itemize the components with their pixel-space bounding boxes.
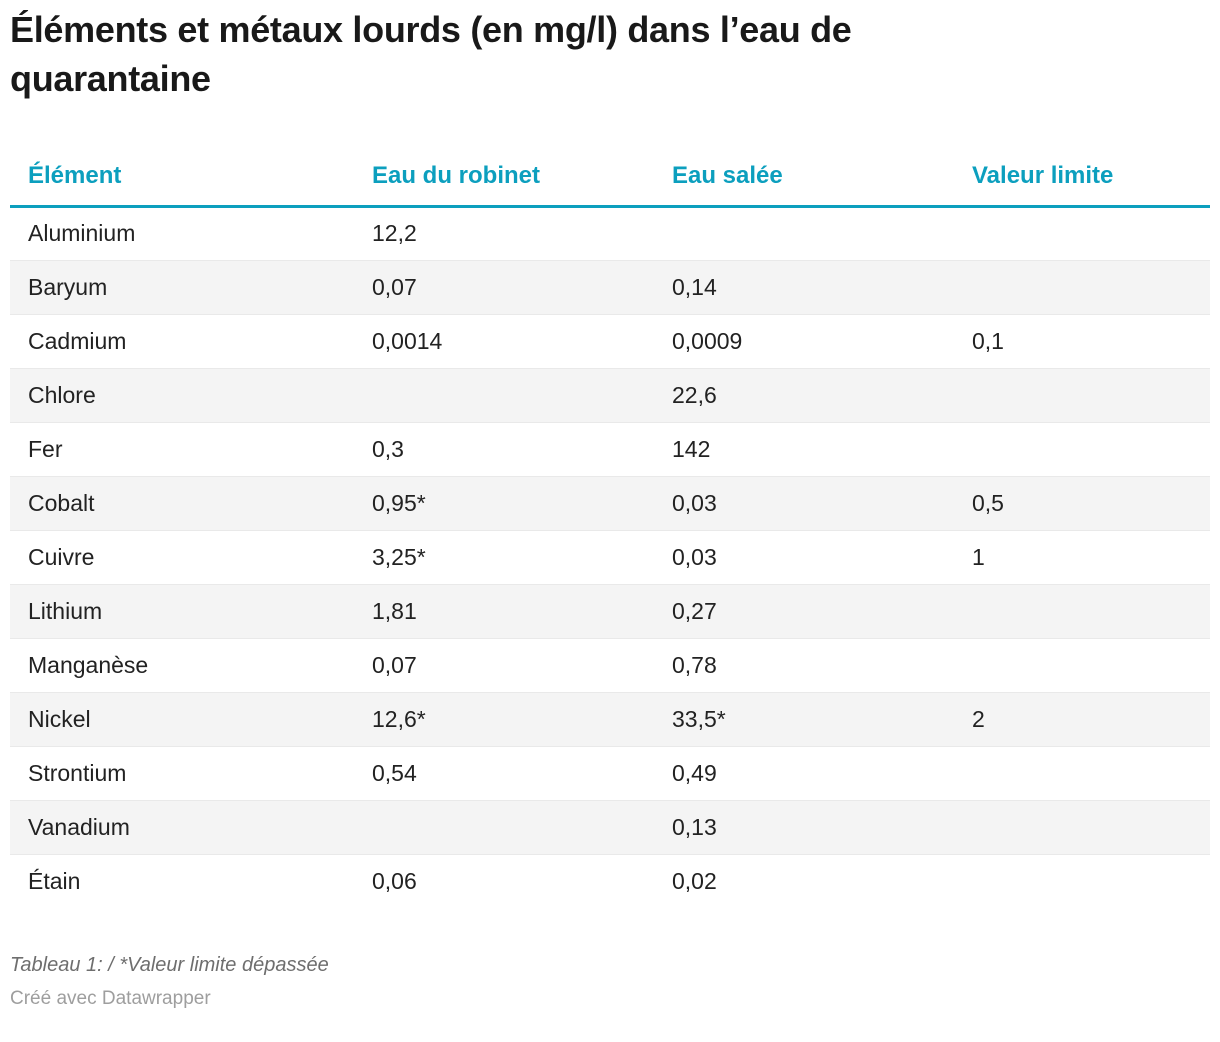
limit-cell xyxy=(972,584,1210,638)
tap-water-cell: 0,3 xyxy=(372,435,404,462)
column-header-tap-water: Eau du robinet xyxy=(372,161,672,208)
column-header-salt-water: Eau salée xyxy=(672,161,972,208)
tap-water-cell: 0,54 xyxy=(372,759,417,786)
limit-cell xyxy=(972,368,1210,422)
table-row: Nickel 12,6* 33,5* 2 xyxy=(10,692,1210,747)
limit-cell xyxy=(972,746,1210,800)
element-cell: Fer xyxy=(28,435,63,462)
table-row: Étain 0,06 0,02 xyxy=(10,854,1210,908)
column-header-element: Élément xyxy=(10,161,372,208)
limit-cell xyxy=(972,854,1210,908)
table-row: Cadmium 0,0014 0,0009 0,1 xyxy=(10,314,1210,368)
datawrapper-credit-link[interactable]: Créé avec Datawrapper xyxy=(10,988,211,1010)
limit-cell xyxy=(972,260,1210,314)
page-title: Éléments et métaux lourds (en mg/l) dans… xyxy=(10,9,852,99)
salt-water-cell: 0,03 xyxy=(672,543,717,570)
limit-cell: 0,5 xyxy=(972,489,1004,516)
limit-cell xyxy=(972,206,1210,260)
table-row: Baryum 0,07 0,14 xyxy=(10,260,1210,315)
table-row: Vanadium 0,13 xyxy=(10,800,1210,855)
element-cell: Manganèse xyxy=(28,651,149,678)
element-cell: Vanadium xyxy=(28,813,130,840)
element-cell: Nickel xyxy=(28,705,91,732)
salt-water-cell xyxy=(672,206,972,260)
table-row: Fer 0,3 142 xyxy=(10,422,1210,476)
table-row: Cobalt 0,95* 0,03 0,5 xyxy=(10,476,1210,531)
element-cell: Aluminium xyxy=(28,220,136,247)
tap-water-cell: 12,6* xyxy=(372,705,426,732)
table-header-row: Élément Eau du robinet Eau salée Valeur … xyxy=(10,161,1210,208)
tap-water-cell: 12,2 xyxy=(372,220,417,247)
limit-cell: 1 xyxy=(972,543,985,570)
salt-water-cell: 0,49 xyxy=(672,759,717,786)
element-cell: Chlore xyxy=(28,381,96,408)
salt-water-cell: 22,6 xyxy=(672,381,717,408)
element-cell: Baryum xyxy=(28,273,108,300)
tap-water-cell: 0,07 xyxy=(372,273,417,300)
table-footnote: Tableau 1: / *Valeur limite dépassée xyxy=(10,954,329,977)
tap-water-cell: 0,95* xyxy=(372,489,426,516)
table-row: Chlore 22,6 xyxy=(10,368,1210,423)
limit-cell: 2 xyxy=(972,705,985,732)
limit-cell xyxy=(972,638,1210,692)
tap-water-cell: 1,81 xyxy=(372,597,417,624)
element-cell: Cadmium xyxy=(28,327,127,354)
element-cell: Cobalt xyxy=(28,489,95,516)
salt-water-cell: 0,13 xyxy=(672,813,717,840)
tap-water-cell: 0,07 xyxy=(372,651,417,678)
element-cell: Lithium xyxy=(28,597,103,624)
salt-water-cell: 0,14 xyxy=(672,273,717,300)
salt-water-cell: 0,0009 xyxy=(672,327,743,354)
tap-water-cell: 0,06 xyxy=(372,868,417,895)
element-cell: Étain xyxy=(28,868,81,895)
salt-water-cell: 0,02 xyxy=(672,868,717,895)
tap-water-cell xyxy=(372,800,672,854)
element-cell: Cuivre xyxy=(28,543,95,570)
element-cell: Strontium xyxy=(28,759,127,786)
salt-water-cell: 142 xyxy=(672,435,711,462)
tap-water-cell: 0,0014 xyxy=(372,327,443,354)
salt-water-cell: 0,27 xyxy=(672,597,717,624)
salt-water-cell: 33,5* xyxy=(672,705,726,732)
table-row: Cuivre 3,25* 0,03 1 xyxy=(10,530,1210,584)
tap-water-cell: 3,25* xyxy=(372,543,426,570)
limit-cell xyxy=(972,800,1210,854)
column-header-limit: Valeur limite xyxy=(972,161,1210,208)
data-table: Élément Eau du robinet Eau salée Valeur … xyxy=(10,161,1210,909)
table-row: Aluminium 12,2 xyxy=(10,206,1210,260)
limit-cell xyxy=(972,422,1210,476)
salt-water-cell: 0,78 xyxy=(672,651,717,678)
salt-water-cell: 0,03 xyxy=(672,489,717,516)
table-row: Lithium 1,81 0,27 xyxy=(10,584,1210,639)
table-row: Manganèse 0,07 0,78 xyxy=(10,638,1210,692)
table-visualization: Éléments et métaux lourds (en mg/l) dans… xyxy=(0,6,1220,1010)
table-row: Strontium 0,54 0,49 xyxy=(10,746,1210,800)
tap-water-cell xyxy=(372,368,672,422)
limit-cell: 0,1 xyxy=(972,327,1004,354)
